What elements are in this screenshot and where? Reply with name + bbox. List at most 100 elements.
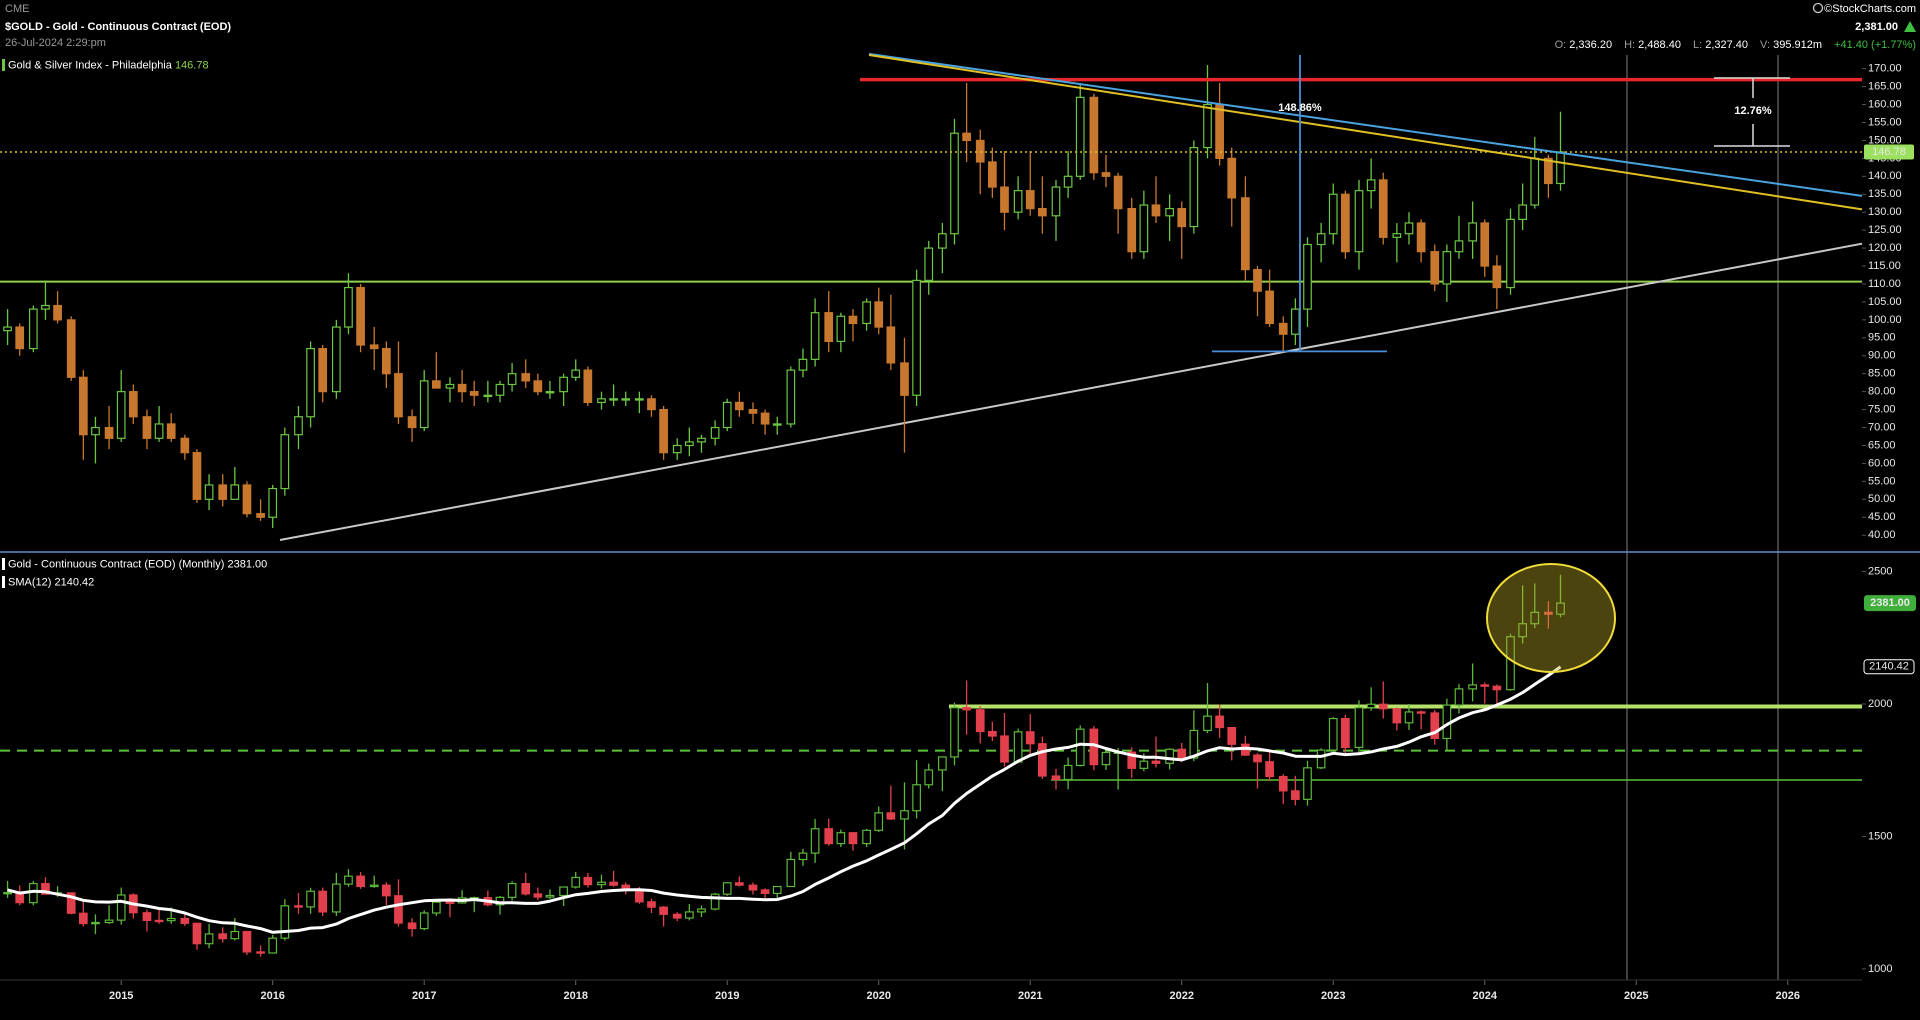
candle-body xyxy=(1341,717,1350,749)
candle-body xyxy=(91,921,100,925)
candle-body xyxy=(1404,222,1414,235)
x-tick-label: 2015 xyxy=(109,990,133,1002)
price-tag xyxy=(1864,144,1914,160)
candle-body xyxy=(331,326,341,393)
candle-body xyxy=(988,161,997,188)
candle-body xyxy=(469,391,479,396)
chart-title: $GOLD - Gold - Continuous Contract (EOD) xyxy=(5,21,231,33)
candle-body xyxy=(445,383,455,389)
candle-body xyxy=(166,423,176,439)
candle-body xyxy=(1291,790,1300,800)
x-tick-label: 2017 xyxy=(412,990,436,1002)
candle-body xyxy=(621,398,631,401)
exchange: CME xyxy=(5,3,29,15)
candle-body xyxy=(1278,775,1288,792)
candle-body xyxy=(533,893,543,898)
candle-body xyxy=(1518,623,1527,638)
candle-body xyxy=(1151,204,1161,217)
candle-body xyxy=(419,912,429,930)
candle-body xyxy=(962,707,971,711)
candle-body xyxy=(407,416,417,429)
annotation: 148.86% xyxy=(1278,102,1322,114)
y-tick-label: 165.00 xyxy=(1868,80,1902,92)
y-tick-label: 140.00 xyxy=(1868,170,1902,182)
candle-body xyxy=(697,908,706,913)
candle-body xyxy=(609,881,618,886)
candle-body xyxy=(104,426,114,439)
candle-body xyxy=(1227,726,1237,745)
y-tick-label: 50.00 xyxy=(1868,493,1896,505)
plot-area xyxy=(0,65,1862,957)
candle-body xyxy=(116,894,126,921)
candle-body xyxy=(545,391,555,394)
candle-body xyxy=(1203,103,1212,149)
candle-body xyxy=(647,398,656,411)
candle-body xyxy=(848,832,858,845)
candle-body xyxy=(950,707,959,758)
trendline xyxy=(868,52,1863,197)
y-tick-label: 125.00 xyxy=(1868,224,1902,236)
candle-body xyxy=(886,326,896,364)
quote-label: V: xyxy=(1760,39,1770,51)
legend-name: SMA(12) xyxy=(8,576,51,588)
candle-body xyxy=(1215,103,1224,159)
candle-body xyxy=(1328,717,1338,751)
candle-body xyxy=(507,373,517,386)
candle-body xyxy=(748,408,758,414)
candle-body xyxy=(583,876,593,886)
candle-body xyxy=(192,922,202,945)
candle-body xyxy=(1089,96,1099,174)
price-tag-label: 146.78 xyxy=(1872,146,1906,158)
candle-body xyxy=(1518,204,1527,220)
candle-body xyxy=(154,919,164,923)
y-tick-label: 2500 xyxy=(1868,565,1892,577)
y-tick-label: 1500 xyxy=(1868,830,1892,842)
candle-body xyxy=(1316,233,1326,246)
candle-body xyxy=(1189,146,1199,228)
candle-body xyxy=(1127,751,1137,769)
candle-body xyxy=(419,380,429,429)
y-tick-label: 85.00 xyxy=(1868,368,1896,380)
candle-body xyxy=(91,426,100,436)
candle-body xyxy=(1442,251,1452,285)
candle-body xyxy=(1328,193,1338,235)
candle-body xyxy=(230,930,240,940)
candle-body xyxy=(597,881,606,886)
candle-body xyxy=(1139,760,1149,769)
candle-body xyxy=(15,326,25,350)
candle-body xyxy=(344,875,353,885)
sma-line xyxy=(7,665,1562,934)
candle-body xyxy=(1165,748,1174,764)
candle-body xyxy=(394,895,403,924)
y-tick-label: 115.00 xyxy=(1868,260,1901,272)
candle-body xyxy=(798,852,808,861)
candle-body xyxy=(924,769,934,786)
candle-body xyxy=(659,408,668,454)
candle-body xyxy=(1430,251,1440,285)
candle-body xyxy=(142,912,152,922)
candle-body xyxy=(1177,208,1187,228)
y-tick-label: 95.00 xyxy=(1868,332,1896,344)
candle-body xyxy=(924,247,934,281)
candle-body xyxy=(962,132,971,142)
quote-value: 2,336.20 xyxy=(1569,39,1612,51)
legend-value: 146.78 xyxy=(175,59,209,71)
price-tag xyxy=(1863,659,1915,675)
candle-body xyxy=(256,513,265,518)
candle-body xyxy=(1139,204,1149,253)
candle-body xyxy=(710,893,720,910)
candle-body xyxy=(824,312,834,343)
candle-body xyxy=(218,484,228,500)
legend-value: 2381.00 xyxy=(227,558,267,570)
y-tick-label: 2000 xyxy=(1868,698,1892,710)
candle-body xyxy=(1025,731,1035,745)
legend-swatch xyxy=(2,59,5,71)
annotation: 12.76% xyxy=(1734,105,1772,117)
candle-body xyxy=(836,315,846,343)
candle-body xyxy=(381,347,391,375)
y-tick-label: 120.00 xyxy=(1868,242,1902,254)
trendline xyxy=(279,242,1863,541)
candle-body xyxy=(142,416,152,439)
candle-body xyxy=(1063,764,1073,781)
candle-body xyxy=(760,889,770,894)
